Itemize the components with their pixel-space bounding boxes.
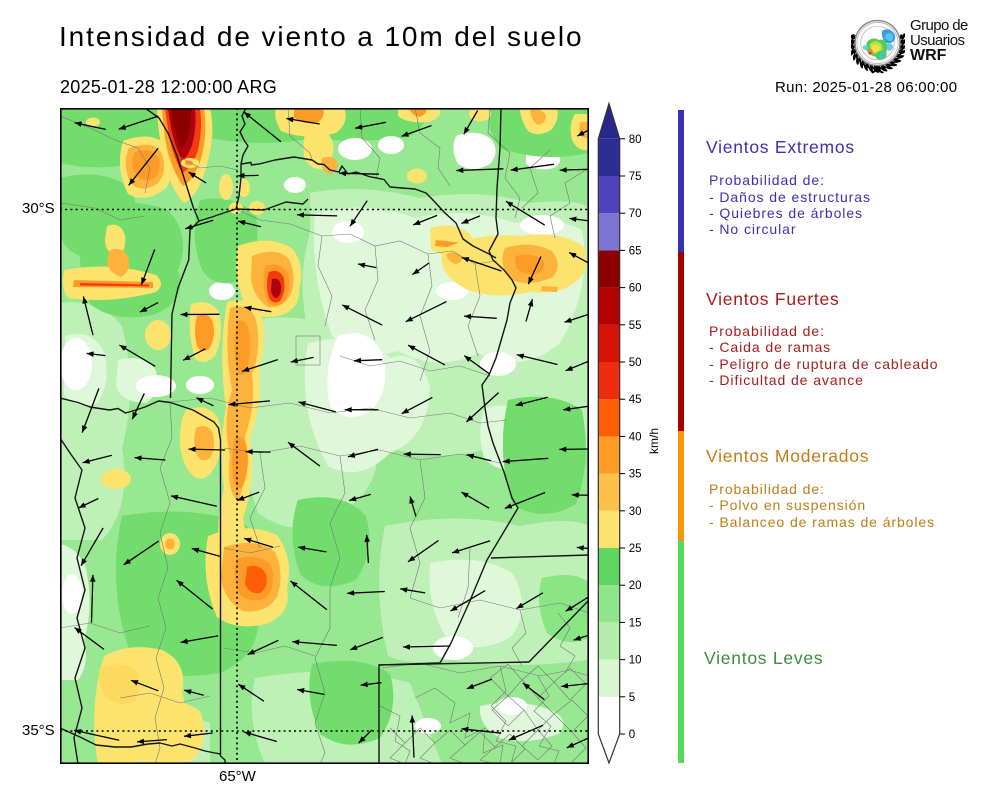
svg-text:0: 0 [629,729,635,741]
svg-text:5: 5 [629,692,635,704]
svg-text:80: 80 [629,134,642,146]
svg-text:60: 60 [629,283,642,295]
svg-text:55: 55 [629,320,642,332]
svg-text:20: 20 [629,580,642,592]
svg-text:70: 70 [629,208,642,220]
svg-text:30: 30 [629,506,642,518]
svg-text:75: 75 [629,171,642,183]
svg-text:65: 65 [629,245,642,257]
svg-text:25: 25 [629,543,642,555]
svg-text:45: 45 [629,394,642,406]
svg-text:50: 50 [629,357,642,369]
svg-text:10: 10 [629,655,642,667]
svg-text:40: 40 [629,431,642,443]
svg-text:35: 35 [629,469,642,481]
svg-text:15: 15 [629,617,642,629]
